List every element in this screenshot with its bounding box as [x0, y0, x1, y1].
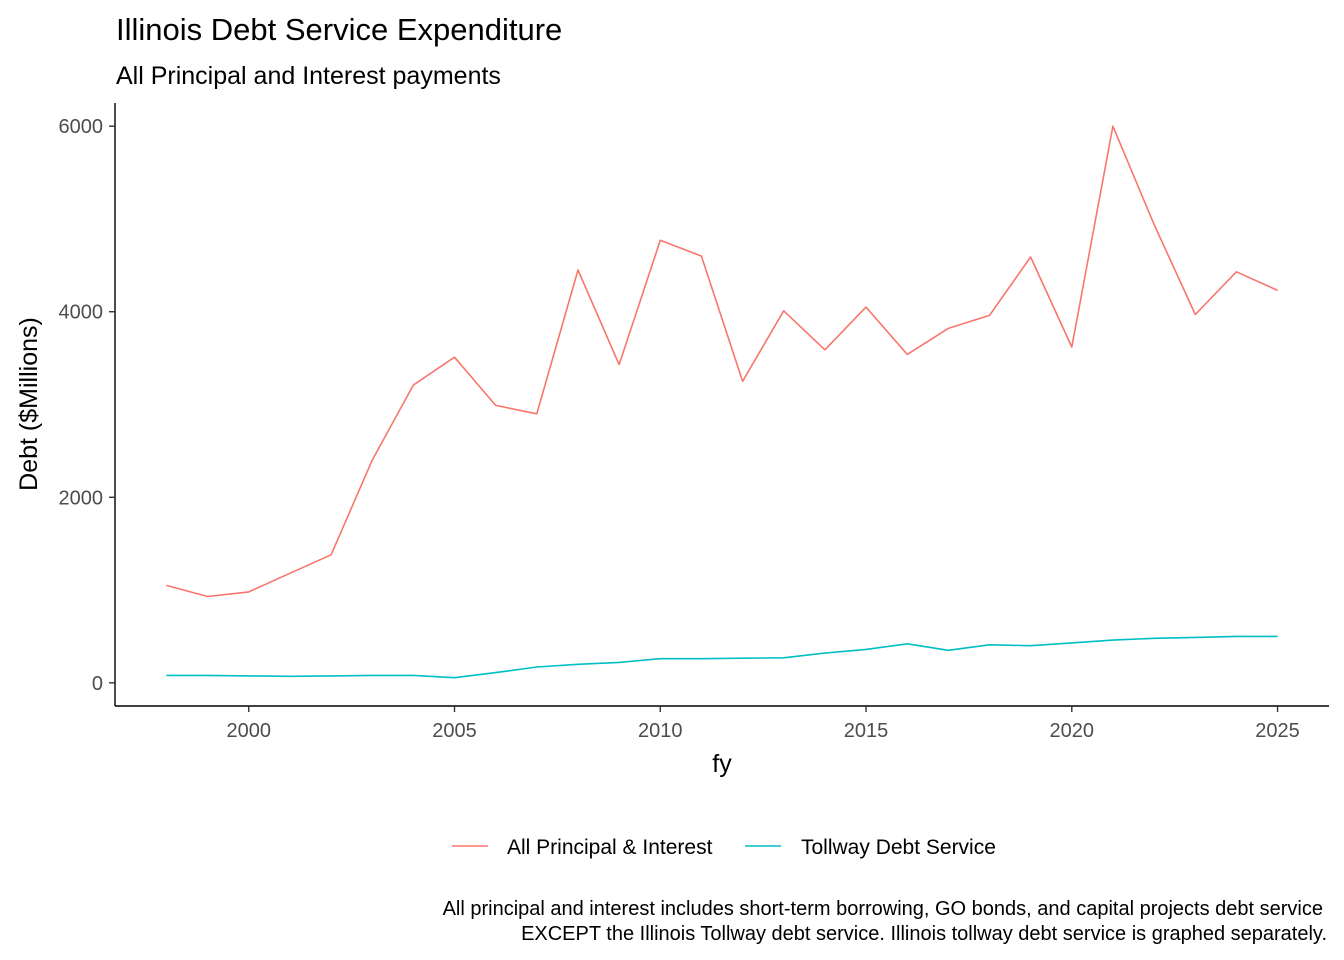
- x-tick-label: 2010: [638, 720, 683, 742]
- x-tick-label: 2025: [1255, 720, 1300, 742]
- legend-label: All Principal & Interest: [507, 836, 713, 859]
- caption-line-1: All principal and interest includes shor…: [443, 898, 1323, 920]
- y-tick-label: 4000: [59, 302, 104, 324]
- legend: All Principal & Interest Tollway Debt Ser…: [452, 836, 996, 859]
- y-axis-ticks: 0 2000 4000 6000: [59, 116, 115, 695]
- caption-line-2: EXCEPT the Illinois Tollway debt service…: [521, 923, 1327, 945]
- chart-subtitle: All Principal and Interest payments: [116, 62, 501, 90]
- x-axis-title: fy: [712, 750, 732, 778]
- plot-area: 0 2000 4000 6000 2000 2005 2010 2015 2020 2025: [59, 103, 1329, 742]
- y-tick-label: 6000: [59, 116, 104, 138]
- x-tick-label: 2020: [1050, 720, 1095, 742]
- x-tick-label: 2000: [226, 720, 271, 742]
- x-tick-label: 2005: [432, 720, 477, 742]
- chart-title: Illinois Debt Service Expenditure: [116, 12, 562, 47]
- legend-label: Tollway Debt Service: [801, 836, 996, 859]
- x-axis-ticks: 2000 2005 2010 2015 2020 2025: [226, 706, 1300, 742]
- series-lines: [166, 125, 1278, 679]
- y-tick-label: 2000: [59, 487, 104, 509]
- series-line-all-principal-interest: [166, 125, 1278, 598]
- y-axis-title: Debt ($Millions): [15, 317, 43, 491]
- y-tick-label: 0: [92, 673, 103, 695]
- series-line-tollway-debt-service: [166, 635, 1278, 679]
- x-tick-label: 2015: [844, 720, 889, 742]
